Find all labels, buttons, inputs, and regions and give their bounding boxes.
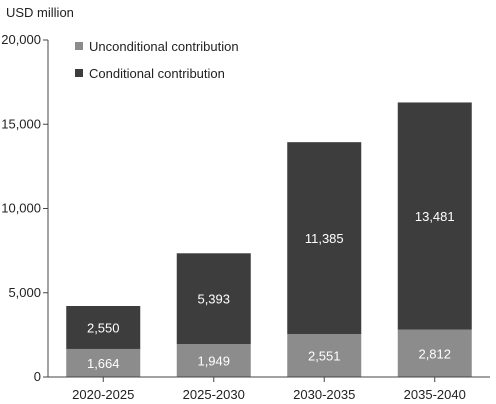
y-tick-label: 10,000 (1, 201, 41, 216)
data-label: 11,385 (305, 231, 344, 246)
x-tick-label: 2025-2030 (183, 387, 245, 402)
y-tick-label: 15,000 (1, 116, 41, 131)
bars: 1,664 2,550 1,949 5,393 2,551 11,385 2,812 13,4… (66, 102, 472, 377)
bar-segment (176, 253, 251, 345)
bar-segment (287, 334, 362, 377)
legend-swatch (75, 42, 83, 50)
legend-entry: Conditional contribution (89, 66, 225, 81)
x-tick-label: 2030-2035 (293, 387, 355, 402)
legend: Unconditional contribution Conditional co… (75, 39, 239, 81)
data-label: 2,550 (87, 320, 120, 335)
bar-segment (397, 102, 472, 330)
y-tick-label: 20,000 (1, 32, 41, 47)
x-tick-label: 2020-2025 (72, 387, 134, 402)
data-label: 5,393 (197, 292, 230, 307)
data-label: 1,949 (197, 354, 230, 369)
bar-segment (66, 348, 141, 377)
x-axis: 2020-2025 2025-2030 2030-2035 2035-2040 (48, 376, 490, 402)
y-tick-label: 5,000 (8, 285, 41, 300)
data-label: 13,481 (415, 209, 455, 224)
data-label: 1,664 (87, 356, 120, 371)
bar-segment (397, 329, 472, 377)
y-axis-unit-label: USD million (6, 5, 74, 20)
legend-entry: Unconditional contribution (89, 39, 239, 54)
bar-segment (66, 305, 141, 349)
data-label: 2,812 (418, 346, 451, 361)
bar-segment (176, 344, 251, 377)
y-tick-label: 0 (34, 369, 41, 384)
x-tick-label: 2035-2040 (404, 387, 466, 402)
data-label: 2,551 (308, 349, 341, 364)
y-axis: 0 5,000 10,000 15,000 20,000 (1, 32, 49, 384)
bar-segment (287, 142, 362, 335)
legend-swatch (75, 69, 83, 77)
